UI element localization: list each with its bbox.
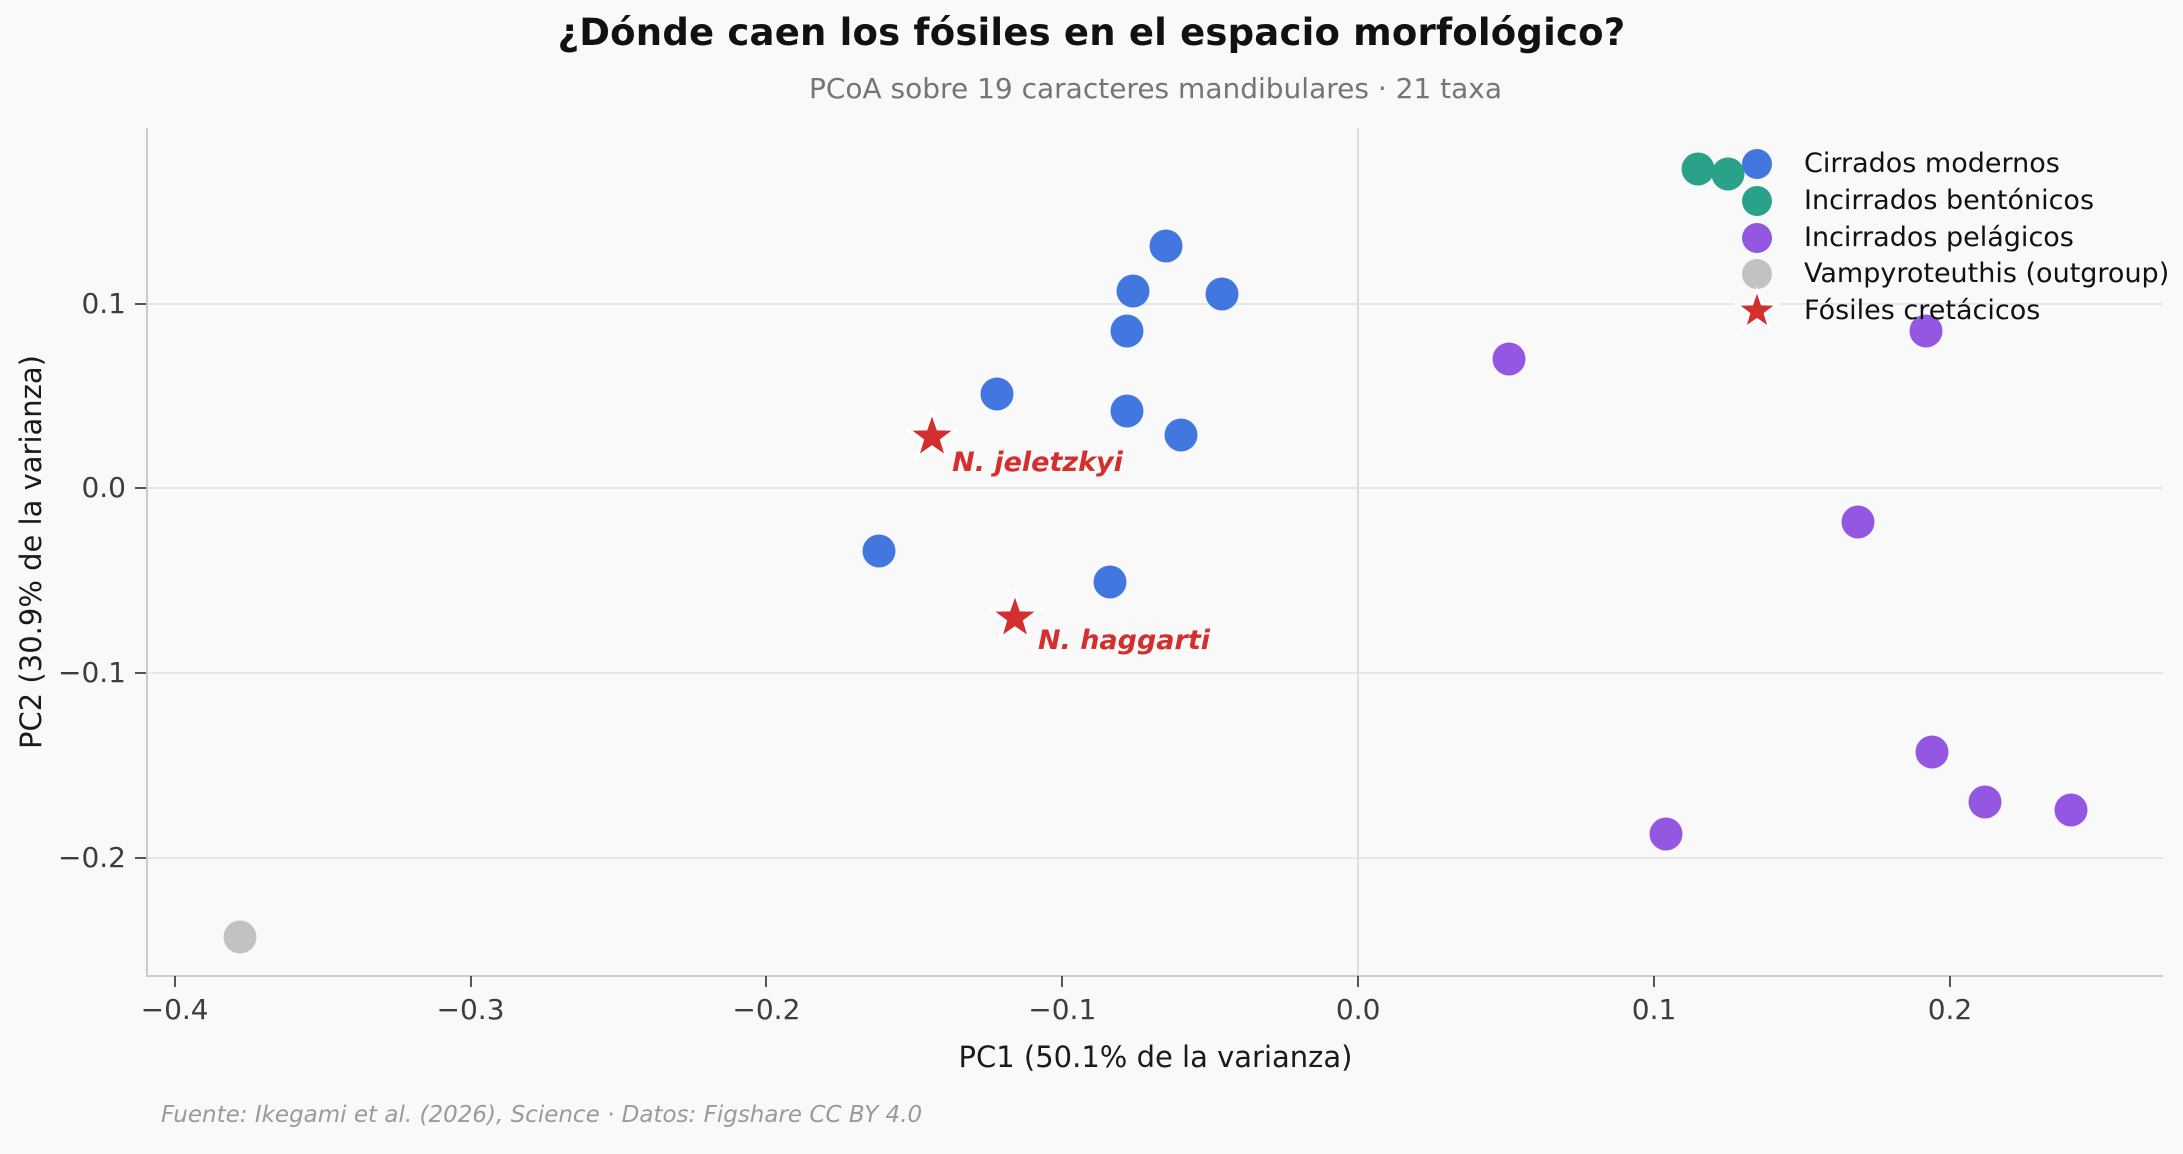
point-cirrados-modernos-1 (1116, 274, 1150, 308)
x-tick-−0.1 (1061, 976, 1064, 987)
x-tick-0.1 (1653, 976, 1656, 987)
x-axis-label: PC1 (50.1% de la varianza) (958, 1040, 1353, 1074)
point-cirrados-modernos-6 (1164, 418, 1198, 452)
legend-label-fosiles-cretacicos: Fósiles cretácicos (1804, 295, 2041, 327)
fossil-label-0: N. jeletzkyi (952, 446, 1123, 478)
legend-marker-fosiles-cretacicos (1733, 286, 1781, 332)
point-vampyroteuthis-outgroup-0 (223, 920, 257, 954)
x-tick-label-−0.3: −0.3 (436, 993, 505, 1026)
legend-label-vampyroteuthis-outgroup: Vampyroteuthis (outgroup) (1804, 258, 2170, 290)
legend-label-incirrados-pelagicos: Incirrados pelágicos (1804, 221, 2074, 253)
point-cirrados-modernos-0 (1149, 229, 1183, 263)
point-cirrados-modernos-5 (1110, 394, 1144, 428)
x-tick-0.0 (1357, 976, 1360, 987)
y-tick-0.0 (135, 487, 146, 490)
chart-subtitle: PCoA sobre 19 caracteres mandibulares · … (808, 72, 1503, 105)
gridline-y-−0.2 (148, 856, 2163, 859)
point-cirrados-modernos-8 (1093, 565, 1127, 599)
y-tick-−0.1 (135, 672, 146, 674)
x-tick-−0.4 (173, 976, 176, 987)
legend-marker-fosiles-cretacicos-shape (1733, 286, 1781, 332)
point-incirrados-pelagicos-3 (1649, 817, 1683, 851)
legend-marker-cirrados-modernos (1742, 149, 1772, 179)
y-tick-0.1 (135, 302, 146, 305)
y-tick-−0.2 (135, 856, 146, 859)
bottom-spine (146, 975, 2163, 977)
y-tick-label-0.0: 0.0 (81, 471, 126, 505)
source-note: Fuente: Ikegami et al. (2026), Science ·… (161, 1102, 923, 1128)
legend-label-cirrados-modernos: Cirrados modernos (1804, 148, 2060, 179)
legend-marker-vampyroteuthis-outgroup (1742, 259, 1772, 290)
y-tick-label-0.1: 0.1 (81, 286, 126, 320)
x-tick-label-0.0: 0.0 (1335, 993, 1381, 1026)
gridline-y-0.1 (148, 302, 2163, 305)
point-incirrados-bentonicos-1 (1711, 157, 1745, 191)
point-cirrados-modernos-7 (862, 534, 896, 568)
legend-marker-incirrados-bentonicos (1742, 185, 1772, 216)
point-cirrados-modernos-2 (1205, 277, 1239, 311)
x-tick-−0.3 (469, 976, 472, 987)
point-incirrados-pelagicos-6 (2054, 793, 2088, 827)
x-tick-label-−0.1: −0.1 (1028, 993, 1097, 1026)
x-tick-label-0.2: 0.2 (1927, 993, 1973, 1026)
y-tick-label-−0.2: −0.2 (58, 840, 126, 874)
gridline-y-−0.1 (148, 672, 2163, 674)
x-tick-label-−0.2: −0.2 (732, 993, 801, 1026)
point-cirrados-modernos-4 (980, 377, 1014, 411)
left-spine (146, 128, 148, 976)
x-tick-label-0.1: 0.1 (1631, 993, 1677, 1026)
legend-label-incirrados-bentonicos: Incirrados bentónicos (1804, 184, 2095, 216)
y-tick-label-−0.1: −0.1 (58, 656, 126, 689)
legend-marker-incirrados-pelagicos (1742, 222, 1772, 253)
point-incirrados-pelagicos-4 (1915, 735, 1949, 769)
zero-line-x (1357, 128, 1360, 976)
fossil-label-1: N. haggarti (1037, 624, 1210, 656)
x-tick-0.2 (1948, 976, 1951, 987)
point-incirrados-pelagicos-1 (1909, 314, 1943, 348)
x-tick-−0.2 (765, 976, 768, 987)
point-incirrados-bentonicos-0 (1681, 152, 1715, 186)
point-incirrados-pelagicos-5 (1968, 785, 2002, 819)
point-incirrados-pelagicos-2 (1841, 505, 1875, 539)
point-fosiles-cretacicos-0 (903, 406, 961, 461)
chart-title: ¿Dónde caen los fósiles en el espacio mo… (557, 11, 1626, 54)
point-incirrados-pelagicos-0 (1492, 342, 1526, 376)
point-fosiles-cretacicos-0-shape (903, 406, 961, 461)
point-cirrados-modernos-3 (1110, 314, 1144, 348)
gridline-y-0.0 (148, 487, 2163, 490)
point-fosiles-cretacicos-1-shape (986, 588, 1044, 642)
x-tick-label-−0.4: −0.4 (140, 993, 209, 1026)
point-fosiles-cretacicos-1 (986, 588, 1044, 642)
